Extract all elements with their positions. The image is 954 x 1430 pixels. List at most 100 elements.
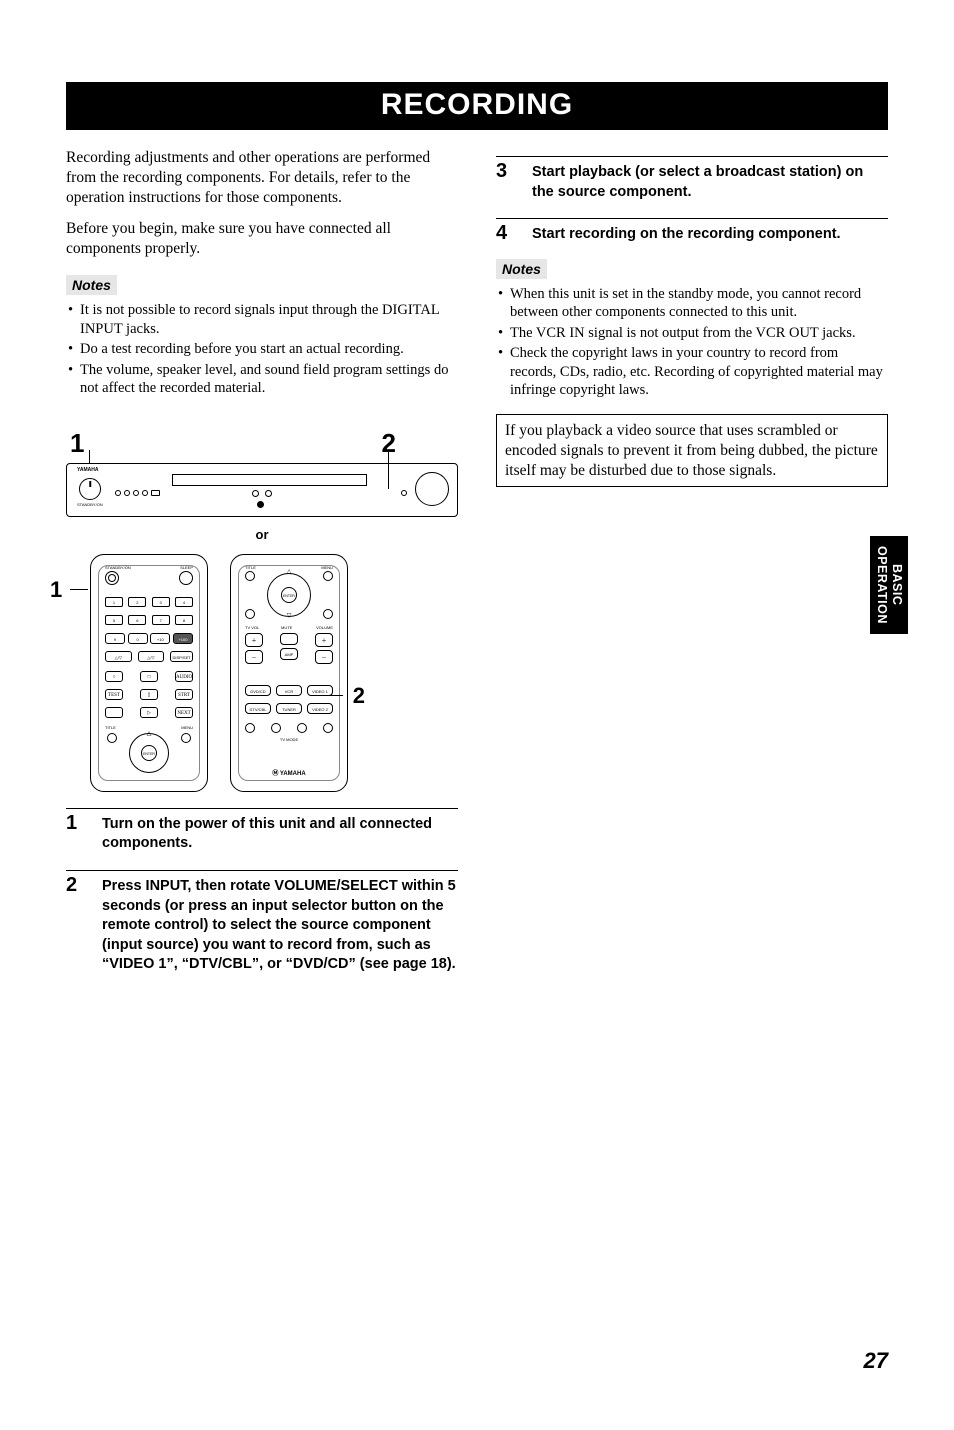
remote-a-btn: ▯ xyxy=(140,689,158,700)
step-3: 3 Start playback (or select a broadcast … xyxy=(496,156,888,202)
vol-up-icon: + xyxy=(245,633,263,647)
step-1-number: 1 xyxy=(66,813,84,854)
remote-a-row3: 9 0 +10 +100 xyxy=(105,633,193,644)
remote-a-btn: 8 xyxy=(175,615,193,625)
nav-corner-icon xyxy=(245,571,255,581)
step-4: 4 Start recording on the recording compo… xyxy=(496,218,888,245)
step-2-text: Press INPUT, then rotate VOLUME/SELECT w… xyxy=(102,875,458,975)
remote-b-src-row2: DTV/CBL TUNER VIDEO 2 xyxy=(245,703,333,714)
intro-paragraph-1: Recording adjustments and other operatio… xyxy=(66,148,458,207)
content-columns: Recording adjustments and other operatio… xyxy=(66,148,888,975)
remote-b-mute-label: MUTE xyxy=(281,625,292,630)
remote-a-btn: 3 xyxy=(152,597,170,607)
down-arrow-icon: ▽ xyxy=(287,613,292,619)
remote-a-btn: △/▽ xyxy=(138,651,165,662)
remote-a-row2: 5 6 7 8 xyxy=(105,615,193,625)
mode-btn-icon xyxy=(271,723,281,733)
or-label: or xyxy=(66,527,458,542)
left-column: Recording adjustments and other operatio… xyxy=(66,148,458,975)
nav-corner-icon xyxy=(323,609,333,619)
remote-a-btn: 9 xyxy=(105,633,125,644)
receiver-standby-label: STANDBY/ON xyxy=(77,502,103,507)
callout-1: 1 xyxy=(70,428,84,459)
remote-a-btn: 0 xyxy=(128,633,148,644)
mode-btn-icon xyxy=(245,723,255,733)
remote-a-btn: 2 xyxy=(128,597,146,607)
remote-a-btn xyxy=(105,707,123,718)
page-title: RECORDING xyxy=(66,88,888,122)
receiver-diagram: YAMAHA STANDBY/ON xyxy=(66,463,458,517)
right-note-item: The VCR IN signal is not output from the… xyxy=(498,324,888,343)
sleep-icon xyxy=(179,571,193,585)
left-note-item: The volume, speaker level, and sound fie… xyxy=(68,361,458,398)
remote-a-btn: 1 xyxy=(105,597,123,607)
volume-knob-icon xyxy=(415,472,449,506)
remote-a-sleep-label: SLEEP xyxy=(180,565,193,570)
nav-enter-icon: ENTER xyxy=(281,587,297,603)
vol-down-icon: − xyxy=(315,650,333,664)
remote-b-tvmode-label: TV MODE xyxy=(280,737,298,742)
step-2: 2 Press INPUT, then rotate VOLUME/SELECT… xyxy=(66,870,458,975)
step-1-text: Turn on the power of this unit and all c… xyxy=(102,813,458,854)
notes-heading-left: Notes xyxy=(66,275,117,295)
right-column: 3 Start playback (or select a broadcast … xyxy=(496,148,888,975)
step-4-text: Start recording on the recording compone… xyxy=(532,223,841,245)
right-notes-list: When this unit is set in the standby mod… xyxy=(496,285,888,400)
callout-line-1 xyxy=(89,450,90,464)
page-title-bar: RECORDING xyxy=(66,82,888,130)
receiver-callout-row: 1 2 xyxy=(66,428,458,463)
left-note-item: Do a test recording before you start an … xyxy=(68,340,458,359)
page-number: 27 xyxy=(864,1348,888,1374)
vol-up-icon: + xyxy=(315,633,333,647)
nav-corner-icon xyxy=(245,609,255,619)
remote-a-abc-row: ▷ NEXT xyxy=(105,707,193,718)
power-icon xyxy=(105,571,119,585)
remote-b-menu-label: MENU xyxy=(321,565,333,570)
remote-b-src-btn: VIDEO 2 xyxy=(307,703,333,714)
remote-a-btn: △/▽ xyxy=(105,651,132,662)
step-1: 1 Turn on the power of this unit and all… xyxy=(66,808,458,854)
remote-a-btn: NEXT xyxy=(175,707,193,718)
remote-a-btn: 7 xyxy=(152,615,170,625)
remote-a-row1: 1 2 3 4 xyxy=(105,597,193,607)
remote-a-top-row xyxy=(105,571,193,585)
boxed-note: If you playback a video source that uses… xyxy=(496,414,888,487)
nav-corner-icon xyxy=(107,733,117,743)
receiver-small-buttons xyxy=(115,490,160,496)
intro-paragraph-2: Before you begin, make sure you have con… xyxy=(66,219,458,259)
power-knob-icon xyxy=(79,478,101,500)
nav-corner-icon xyxy=(323,571,333,581)
remote-a-test-row: TEST ▯ STRT xyxy=(105,689,193,700)
remotes-row: 1 STANDBY/ON SLEEP 1 2 3 xyxy=(66,554,458,792)
remote-a-btn: AUDIO xyxy=(175,671,193,682)
phones-jack-icon xyxy=(401,490,407,496)
remote-b-src-btn: DTV/CBL xyxy=(245,703,271,714)
up-arrow-icon: △ xyxy=(287,569,292,575)
remote-a-btn: 6 xyxy=(128,615,146,625)
remote-a-btn: ○ xyxy=(105,671,123,682)
diagram-block: 1 2 YAMAHA STANDBY/ON or xyxy=(66,428,458,792)
up-arrow-icon: △ xyxy=(147,731,152,737)
remote-b-src-row1: DVD/CD VCR VIDEO 1 xyxy=(245,685,333,696)
remote-b-src-btn: VCR xyxy=(276,685,302,696)
receiver-mid-buttons xyxy=(252,490,272,497)
remote-a-title-label: TITLE xyxy=(105,725,116,730)
remote-b-mode-row xyxy=(245,723,333,733)
remote-a-tvav: △/▽ △/▽ DISP/SET xyxy=(105,651,193,662)
right-note-item: Check the copyright laws in your country… xyxy=(498,344,888,400)
remote-a-btn: 4 xyxy=(175,597,193,607)
mode-btn-icon xyxy=(297,723,307,733)
remote-b-src-btn: DVD/CD xyxy=(245,685,271,696)
nav-corner-icon xyxy=(181,733,191,743)
remote-b-tvvol-label: TV VOL xyxy=(245,625,259,630)
receiver-display xyxy=(172,474,367,486)
notes-heading-right: Notes xyxy=(496,259,547,279)
remote-a-btn: STRT xyxy=(175,689,193,700)
remote-a-btn: 5 xyxy=(105,615,123,625)
remote-b-brand: Ⓜ YAMAHA xyxy=(231,768,347,777)
step-3-number: 3 xyxy=(496,161,514,202)
remote-callout-2: 2 xyxy=(353,683,365,709)
remote-b-volume-label: VOLUME xyxy=(316,625,333,630)
remote-b-diagram: TITLE MENU ENTER △ ▽ TV VOL MUTE VOLU xyxy=(230,554,348,792)
step-3-text: Start playback (or select a broadcast st… xyxy=(532,161,888,202)
